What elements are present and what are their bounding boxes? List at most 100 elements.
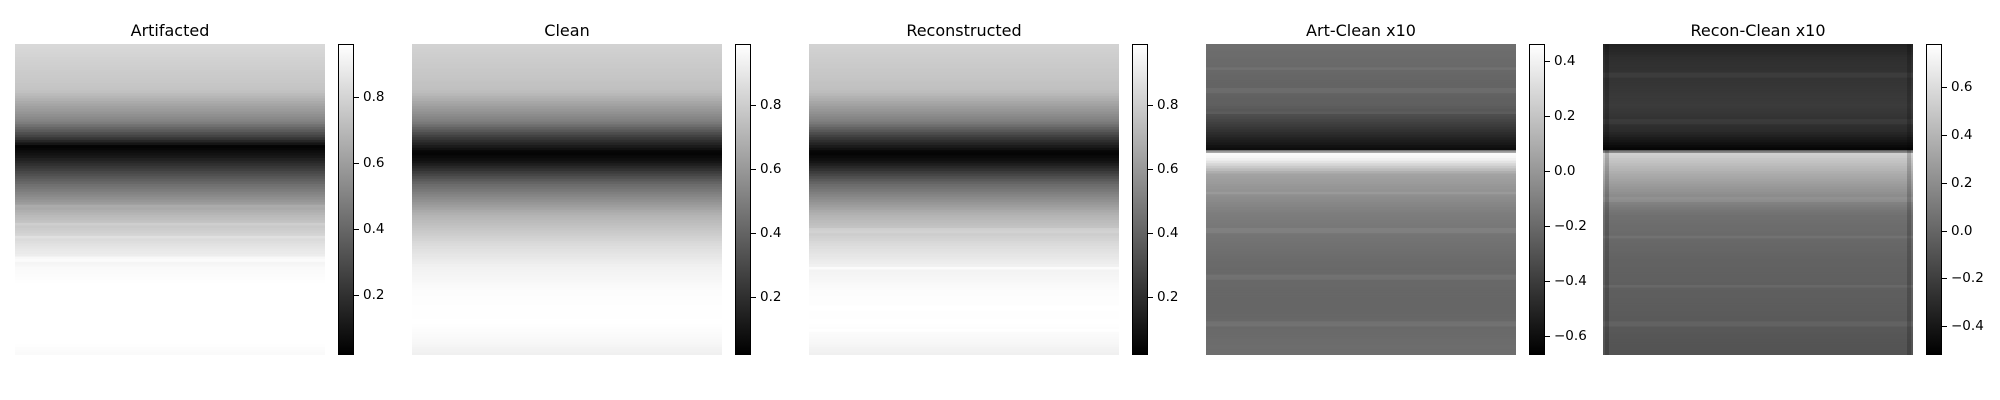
heatmap-row: [412, 93, 722, 97]
heatmap-row: [809, 316, 1119, 320]
heatmap-row: [412, 310, 722, 315]
heatmap-row: [412, 318, 722, 322]
heatmap-row: [1206, 269, 1516, 273]
heatmap-row: [1206, 119, 1516, 123]
colorbar-tick-label: 0.2: [1554, 108, 1576, 124]
heatmap-row: [1603, 72, 1913, 76]
heatmap-row: [412, 339, 722, 343]
heatmap-row: [1603, 308, 1913, 312]
heatmap-row: [1603, 202, 1913, 206]
heatmap-row: [1603, 59, 1913, 63]
heatmap-row: [1206, 316, 1516, 320]
heatmap-row: [15, 64, 325, 68]
heatmap-row: [809, 142, 1119, 146]
heatmap-row: [15, 321, 325, 325]
panel-title: Clean: [544, 21, 590, 40]
heatmap-row: [809, 310, 1119, 315]
colorbar-tick-label: 0.8: [760, 97, 782, 113]
heatmap-row: [15, 173, 325, 177]
heatmap-row: [412, 199, 722, 203]
heatmap-row: [809, 199, 1119, 203]
heatmap-row: [1603, 56, 1913, 61]
heatmap-row: [809, 264, 1119, 268]
panel-title: Recon-Clean x10: [1690, 21, 1826, 40]
heatmap-row: [1206, 253, 1516, 258]
heatmap-row: [1603, 145, 1913, 149]
heatmap-row: [809, 339, 1119, 343]
heatmap-row: [809, 285, 1119, 289]
heatmap-row: [809, 313, 1119, 317]
colorbar-tick: [751, 297, 756, 298]
heatmap-row: [15, 233, 325, 237]
heatmap-row: [1206, 49, 1516, 53]
panel-5: Recon-Clean x10 −0.4 −0.2 0.0 0.2 0.4 0.6: [1603, 0, 1993, 400]
heatmap-row: [412, 235, 722, 239]
heatmap-row: [1603, 196, 1913, 201]
heatmap-row: [809, 129, 1119, 133]
heatmap-row: [1206, 323, 1516, 328]
heatmap-row: [809, 64, 1119, 68]
heatmap-row: [1206, 183, 1516, 188]
heatmap-row: [412, 64, 722, 68]
heatmap-row: [809, 266, 1119, 271]
heatmap-row: [412, 336, 722, 341]
heatmap-row: [809, 134, 1119, 138]
heatmap-row: [15, 129, 325, 133]
heatmap-row: [412, 121, 722, 125]
heatmap-row: [1603, 173, 1913, 177]
heatmap-row: [1206, 145, 1516, 149]
colorbar-tick: [1545, 281, 1550, 282]
heatmap-row: [412, 300, 722, 304]
heatmap-row: [809, 111, 1119, 115]
heatmap-row: [1206, 251, 1516, 255]
heatmap-row: [412, 189, 722, 193]
heatmap-row: [1206, 215, 1516, 219]
heatmap-row: [809, 209, 1119, 214]
heatmap-row: [15, 82, 325, 87]
heatmap-row: [809, 238, 1119, 242]
heatmap-row: [809, 347, 1119, 351]
heatmap-row: [809, 126, 1119, 131]
heatmap-row: [1206, 287, 1516, 291]
colorbar-tick-label: 0.6: [760, 161, 782, 177]
colorbar: [1529, 44, 1545, 355]
heatmap-row: [1206, 282, 1516, 286]
heatmap-row: [1603, 204, 1913, 208]
heatmap-row: [1206, 64, 1516, 68]
heatmap-row: [412, 342, 722, 346]
heatmap-row: [1603, 181, 1913, 185]
heatmap-row: [1603, 98, 1913, 102]
heatmap-row: [412, 238, 722, 242]
heatmap-row: [1206, 178, 1516, 182]
heatmap-row: [15, 51, 325, 55]
heatmap-row: [809, 256, 1119, 260]
heatmap-row: [1603, 336, 1913, 341]
heatmap-row: [15, 199, 325, 203]
heatmap-row: [412, 59, 722, 63]
heatmap-row: [1206, 326, 1516, 330]
heatmap-row: [15, 274, 325, 278]
heatmap-row: [15, 287, 325, 291]
heatmap-row: [1206, 202, 1516, 206]
heatmap-row: [1206, 336, 1516, 341]
heatmap-row: [15, 243, 325, 247]
heatmap-row: [1603, 323, 1913, 328]
heatmap-row: [1603, 292, 1913, 296]
heatmap-row: [1603, 220, 1913, 224]
heatmap-row: [809, 103, 1119, 107]
heatmap-row: [1206, 225, 1516, 229]
heatmap-row: [412, 126, 722, 131]
heatmap-row: [15, 95, 325, 100]
heatmap-row: [1603, 251, 1913, 255]
heatmap-image: [15, 44, 325, 355]
heatmap-row: [412, 186, 722, 190]
heatmap-row: [809, 82, 1119, 87]
heatmap-row: [15, 158, 325, 162]
heatmap-row: [1206, 243, 1516, 247]
heatmap-row: [412, 274, 722, 278]
heatmap-row: [1603, 316, 1913, 320]
heatmap-row: [15, 295, 325, 299]
heatmap-row: [1603, 54, 1913, 58]
heatmap-row: [412, 222, 722, 227]
heatmap-row: [809, 222, 1119, 227]
